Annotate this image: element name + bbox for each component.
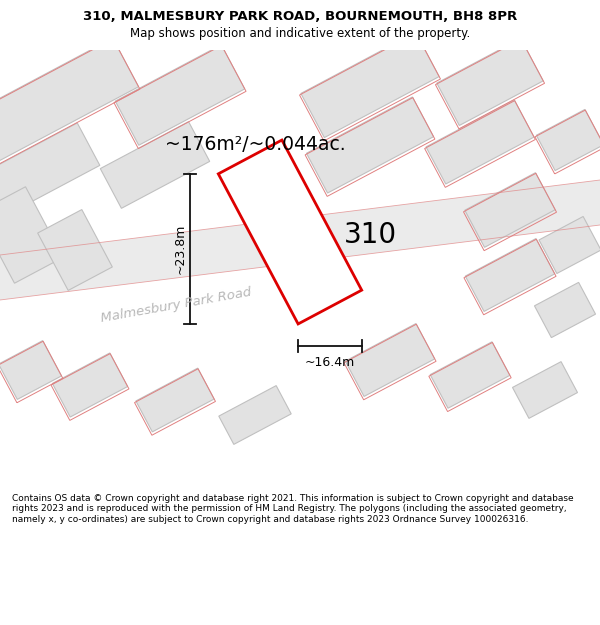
Polygon shape (301, 32, 439, 138)
Text: 310, MALMESBURY PARK ROAD, BOURNEMOUTH, BH8 8PR: 310, MALMESBURY PARK ROAD, BOURNEMOUTH, … (83, 10, 517, 23)
Text: Malmesbury Park Road: Malmesbury Park Road (100, 286, 253, 324)
Polygon shape (465, 239, 555, 311)
Polygon shape (0, 38, 139, 162)
Polygon shape (218, 140, 362, 324)
Polygon shape (345, 324, 435, 396)
Text: ~176m²/~0.044ac.: ~176m²/~0.044ac. (165, 136, 346, 154)
Polygon shape (430, 342, 510, 408)
Polygon shape (512, 362, 577, 418)
Polygon shape (136, 368, 214, 432)
Polygon shape (38, 209, 112, 291)
Polygon shape (219, 386, 291, 444)
Text: Map shows position and indicative extent of the property.: Map shows position and indicative extent… (130, 27, 470, 40)
Polygon shape (0, 187, 63, 283)
Polygon shape (0, 123, 100, 217)
Polygon shape (535, 282, 596, 338)
Text: ~16.4m: ~16.4m (305, 356, 355, 369)
Polygon shape (536, 109, 600, 171)
Polygon shape (465, 173, 555, 248)
Polygon shape (539, 216, 600, 274)
Text: ~23.8m: ~23.8m (173, 224, 187, 274)
Text: 310: 310 (343, 221, 397, 249)
Polygon shape (307, 97, 434, 193)
Polygon shape (437, 39, 543, 126)
Polygon shape (0, 341, 61, 399)
Polygon shape (0, 180, 600, 300)
Text: Contains OS data © Crown copyright and database right 2021. This information is : Contains OS data © Crown copyright and d… (12, 494, 574, 524)
Polygon shape (52, 353, 128, 417)
Polygon shape (426, 100, 534, 184)
Polygon shape (100, 122, 210, 208)
Polygon shape (115, 45, 245, 145)
